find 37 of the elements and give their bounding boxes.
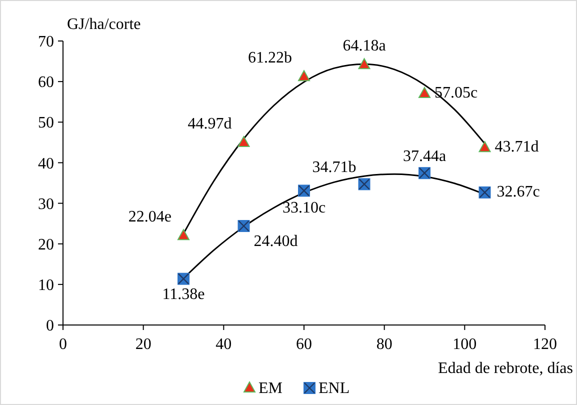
point [238, 136, 250, 148]
y-tick-label: 0 [46, 318, 54, 335]
x-tick-label: 120 [533, 336, 557, 353]
data-label: 57.05c [434, 84, 478, 102]
data-label: 34.71b [312, 159, 356, 176]
data-label: 33.10c [282, 200, 326, 217]
point [358, 58, 370, 70]
point [298, 70, 310, 82]
y-tick-label: 30 [38, 196, 54, 213]
x-tick-label: 80 [376, 336, 392, 353]
y-tick-label: 70 [38, 34, 54, 51]
point [178, 229, 190, 240]
point [478, 141, 491, 152]
y-tick-label: 20 [38, 236, 54, 254]
y-tick-label: 40 [38, 155, 54, 172]
point [418, 87, 430, 98]
data-label: 22.04e [128, 208, 172, 226]
x-tick-label: 100 [452, 336, 477, 353]
legend-label: ENL [318, 380, 350, 397]
legend-label: EM [258, 380, 282, 397]
y-tick-label: 60 [38, 74, 54, 92]
data-label: 64.18a [342, 38, 386, 55]
data-label: 11.38e [162, 286, 205, 303]
y-axis-title: GJ/ha/corte [67, 16, 141, 33]
x-tick-label: 0 [59, 336, 67, 353]
data-label: 61.22b [248, 50, 292, 67]
x-tick-label: 20 [135, 336, 152, 353]
y-tick-label: 10 [38, 277, 54, 294]
x-axis-title: Edad de rebrote, días [438, 360, 573, 377]
x-tick-label: 40 [216, 336, 232, 353]
data-label: 32.67c [496, 183, 540, 200]
data-label: 24.40d [254, 233, 298, 250]
y-tick-label: 50 [38, 114, 54, 132]
data-label: 43.71d [494, 138, 539, 156]
data-label: 37.44a [402, 148, 446, 166]
data-label: 44.97d [188, 116, 232, 133]
x-tick-label: 60 [296, 336, 312, 353]
